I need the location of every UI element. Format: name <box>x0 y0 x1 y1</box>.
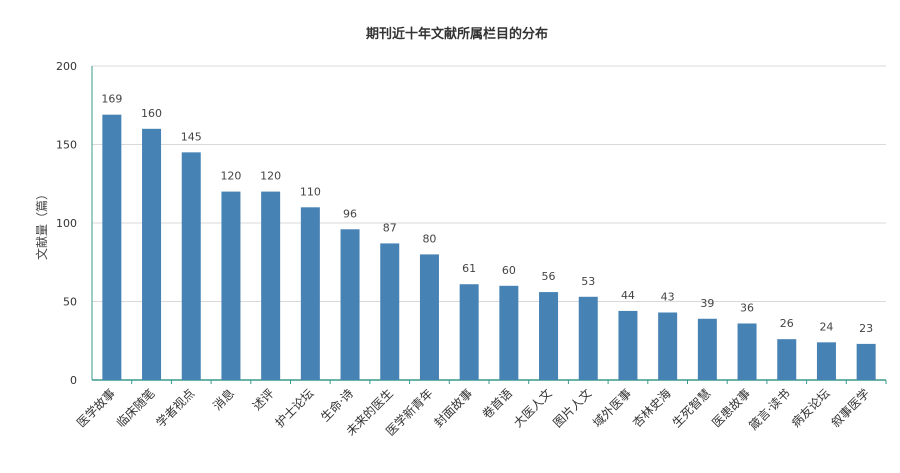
data-label: 160 <box>141 107 162 120</box>
bar <box>300 207 320 380</box>
x-category-label: 卷首语 <box>479 386 515 422</box>
x-category-label: 生命·诗 <box>317 386 356 425</box>
data-label: 36 <box>740 301 754 314</box>
data-label: 26 <box>780 317 794 330</box>
x-category-label: 域外医事 <box>590 386 634 430</box>
data-label: 61 <box>462 262 476 275</box>
data-label: 23 <box>859 322 873 335</box>
bar <box>102 114 122 381</box>
x-category-label: 杏林史海 <box>629 386 674 431</box>
data-label: 39 <box>700 297 714 310</box>
chart-title: 期刊近十年文献所属栏目的分布 <box>366 26 548 42</box>
x-category-label: 叙事医学 <box>828 386 873 431</box>
y-tick-label: 100 <box>56 217 77 230</box>
x-category-label: 医学故事 <box>73 386 118 431</box>
data-label: 96 <box>343 207 357 220</box>
data-label: 24 <box>819 320 833 333</box>
bar <box>142 128 162 380</box>
data-label: 60 <box>502 264 516 277</box>
bar <box>459 284 479 380</box>
x-category-label: 护士论坛 <box>273 386 317 430</box>
data-label: 53 <box>581 275 595 288</box>
bar <box>578 296 598 380</box>
bar <box>658 312 678 380</box>
y-axis-ticks: 0 50 100 150 200 <box>56 60 77 387</box>
data-labels: 169 160 145 120 120 110 96 87 80 61 60 56 53 44 43 39 36… <box>101 93 873 335</box>
bar <box>221 191 241 380</box>
y-tick-label: 200 <box>56 60 77 73</box>
x-category-label: 生死智慧 <box>669 386 714 431</box>
gridlines <box>92 65 886 302</box>
data-label: 110 <box>300 185 321 198</box>
bar <box>816 342 836 380</box>
bar <box>181 152 201 380</box>
data-label: 145 <box>181 130 202 143</box>
bar <box>737 323 757 380</box>
data-label: 44 <box>621 289 635 302</box>
x-category-label: 临床随笔 <box>113 386 158 431</box>
bar <box>618 310 638 380</box>
bars <box>102 114 876 381</box>
bar <box>697 318 717 380</box>
x-category-label: 大医人文 <box>510 386 555 431</box>
x-category-label: 箴言·读书 <box>746 386 793 433</box>
x-category-label: 病友论坛 <box>788 386 833 431</box>
data-label: 87 <box>383 221 397 234</box>
bar <box>380 243 400 380</box>
data-label: 169 <box>101 93 122 106</box>
x-category-label: 封面故事 <box>431 386 476 431</box>
data-label: 80 <box>422 232 436 245</box>
y-tick-label: 150 <box>56 139 77 152</box>
bar <box>499 285 519 380</box>
x-category-label: 学者视点 <box>153 386 198 431</box>
bar <box>261 191 281 380</box>
x-category-label: 述评 <box>250 386 277 413</box>
bar <box>539 292 559 380</box>
y-tick-label: 0 <box>70 374 77 387</box>
bar <box>856 343 876 380</box>
bar <box>777 339 797 380</box>
data-label: 120 <box>260 170 281 183</box>
data-label: 120 <box>220 170 241 183</box>
bar <box>419 254 439 380</box>
y-tick-label: 50 <box>63 296 77 309</box>
data-label: 56 <box>542 270 556 283</box>
data-label: 43 <box>661 290 675 303</box>
x-category-label: 图片人文 <box>550 386 595 431</box>
x-category-label: 消息 <box>209 386 237 414</box>
bar <box>340 229 360 380</box>
y-axis-label: 文献量（篇） <box>34 188 49 260</box>
